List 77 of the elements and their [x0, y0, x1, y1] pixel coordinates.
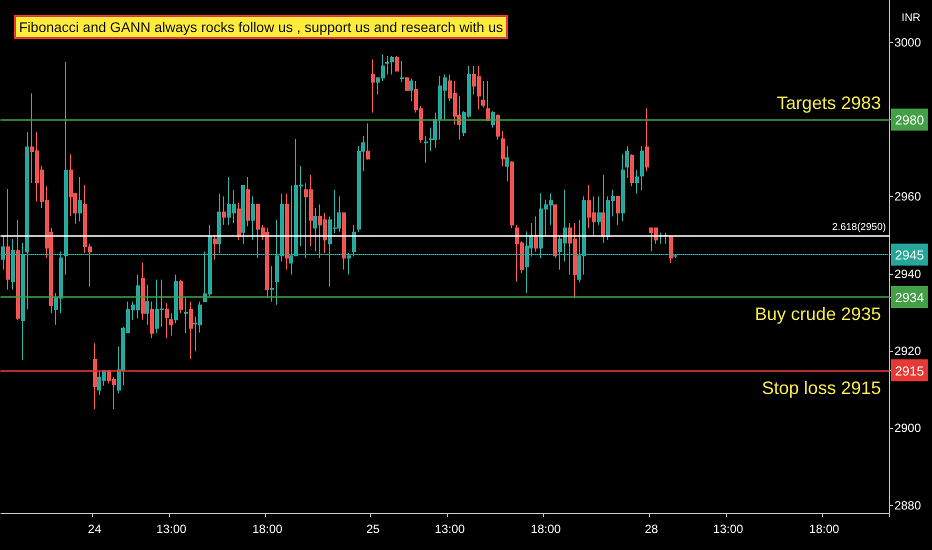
candlestick: [270, 266, 274, 302]
candlestick: [145, 284, 149, 326]
candlestick: [165, 302, 169, 339]
y-tick-label: 2940: [891, 266, 922, 281]
candlestick: [395, 55, 399, 72]
y-tick-label: 2945: [895, 248, 924, 263]
candlestick: [241, 185, 245, 244]
candlestick: [481, 80, 485, 108]
candlestick: [640, 146, 644, 191]
x-tick-label: 13:00: [434, 522, 466, 536]
candlestick: [553, 204, 557, 259]
candlestick: [237, 202, 241, 240]
candlestick: [141, 262, 145, 320]
candlestick: [510, 160, 514, 228]
candlestick: [313, 207, 317, 252]
candlestick: [371, 58, 375, 114]
candlestick: [150, 301, 154, 339]
text: Fibonacci and GANN always rocks follow us , support us and research with us: [19, 19, 503, 35]
candlestick: [597, 196, 601, 226]
x-tick-label: 24: [88, 522, 102, 536]
candlestick: [486, 80, 490, 121]
candlestick: [501, 130, 505, 167]
candlestick: [505, 146, 509, 182]
y-tick-label: 2920: [891, 344, 922, 358]
candlestick: [616, 196, 620, 226]
annotation: Buy crude 2935: [754, 304, 881, 324]
y-tick-label: 2880: [891, 498, 922, 512]
candlestick: [6, 188, 10, 290]
y-tick-label: 3000: [891, 35, 922, 50]
y-tick-label: 2934: [895, 290, 924, 305]
candlestick: [169, 312, 173, 336]
y-tick-label: 2960: [891, 190, 922, 204]
candlestick: [285, 193, 289, 270]
candlestick: [16, 219, 20, 320]
y-tick-label: 2915: [895, 363, 924, 378]
x-tick-label: 13:00: [713, 522, 744, 536]
candlestick: [174, 274, 178, 324]
candlestick: [496, 114, 500, 140]
x-tick-label: 25: [366, 522, 380, 536]
candlestick: [213, 236, 217, 260]
candlestick: [251, 196, 255, 240]
candlestick: [409, 78, 413, 102]
candlestick: [189, 301, 193, 360]
candlestick: [179, 279, 183, 314]
candlestick: [222, 196, 226, 226]
candlestick: [400, 60, 404, 83]
candlestick: [630, 154, 634, 187]
x-tick-label: 18:00: [252, 522, 283, 536]
candlestick: [433, 112, 437, 148]
annotation: Targets 2983: [776, 93, 881, 113]
candlestick: [265, 227, 269, 299]
candlestick: [184, 298, 188, 334]
x-tick-label: 18:00: [530, 522, 562, 536]
candlestick: [625, 146, 629, 178]
candlestick: [390, 55, 394, 75]
candlestick: [246, 176, 250, 227]
candlestick: [645, 108, 649, 172]
candlestick: [385, 55, 389, 75]
candlestick: [601, 174, 605, 244]
candlestick: [342, 212, 346, 270]
x-tick-label: 18:00: [809, 522, 840, 536]
y-axis-title: INR: [902, 12, 921, 24]
y-tick-label: 2900: [891, 421, 922, 436]
y-tick-label: 2980: [895, 112, 924, 128]
candlestick: [621, 154, 625, 222]
candlestick: [424, 136, 428, 164]
annotation: Stop loss 2915: [762, 378, 881, 398]
candlestick: [669, 236, 673, 264]
ref-line-label: 2.618(2950): [832, 222, 886, 233]
x-tick-label: 13:00: [156, 522, 187, 536]
candlestick: [405, 76, 409, 92]
candlestick: [78, 176, 82, 222]
candlestick: [93, 342, 97, 410]
x-tick-label: 28: [644, 522, 658, 536]
candlestick: [534, 216, 538, 252]
candlestick: [366, 122, 370, 160]
candlestick: [635, 170, 639, 194]
